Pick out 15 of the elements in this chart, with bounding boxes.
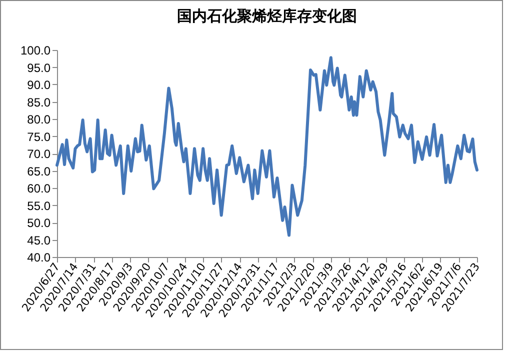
y-tick-label: 45.0 xyxy=(27,233,51,248)
line-series xyxy=(56,56,478,237)
y-tick-label: 60.0 xyxy=(27,182,51,196)
y-tick-label: 55.0 xyxy=(27,198,51,213)
y-tick-label: 95.0 xyxy=(27,60,51,75)
y-tick-label: 80.0 xyxy=(27,112,51,126)
y-tick-label: 65.0 xyxy=(27,164,51,178)
chart-title: 国内石化聚烯烃库存变化图 xyxy=(177,7,357,25)
y-tick-label: 75.0 xyxy=(27,130,51,144)
y-tick-label: 90.0 xyxy=(27,78,51,92)
y-tick-label: 50.0 xyxy=(27,216,51,230)
y-tick-label: 100.0 xyxy=(20,44,51,58)
y-tick-label: 40.0 xyxy=(27,250,51,264)
y-tick-label: 70.0 xyxy=(27,147,51,161)
y-tick-label: 85.0 xyxy=(27,95,51,110)
